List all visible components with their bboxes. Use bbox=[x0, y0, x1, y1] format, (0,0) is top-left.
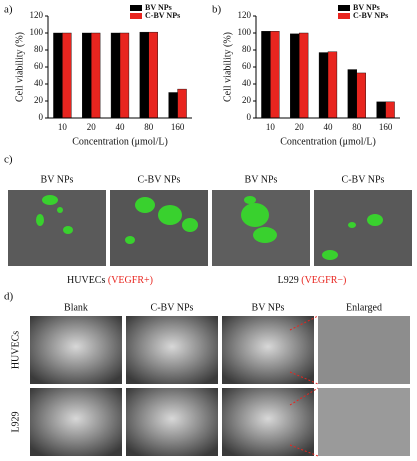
group-caption: HUVECs (VEGFR+) bbox=[67, 275, 153, 286]
y-tick-label: 100 bbox=[238, 27, 252, 37]
panel-label: a) bbox=[4, 4, 13, 16]
legend-label: BV NPs bbox=[353, 3, 380, 12]
bar bbox=[356, 72, 366, 119]
x-tick-label: 20 bbox=[295, 122, 305, 132]
y-tick-label: 80 bbox=[34, 44, 44, 54]
receptor: (VEGFR+) bbox=[108, 275, 153, 286]
x-tick-label: 10 bbox=[58, 122, 68, 132]
y-tick-label: 120 bbox=[30, 10, 44, 20]
x-tick-label: 40 bbox=[324, 122, 334, 132]
y-tick-label: 60 bbox=[242, 61, 252, 71]
column-header: Enlarged bbox=[346, 302, 382, 313]
bar bbox=[62, 32, 72, 119]
bar bbox=[290, 33, 300, 119]
y-tick-label: 80 bbox=[242, 44, 252, 54]
fluorescence-images bbox=[8, 190, 412, 266]
group-caption: L929 (VEGFR−) bbox=[278, 275, 347, 286]
bar bbox=[139, 31, 149, 119]
sem-images bbox=[30, 315, 410, 457]
x-tick-label: 160 bbox=[171, 122, 185, 132]
bar bbox=[347, 69, 358, 119]
panel-label: c) bbox=[4, 154, 13, 166]
y-tick-label: 20 bbox=[34, 95, 44, 105]
legend-swatch bbox=[338, 5, 350, 11]
legend-label: C-BV NPs bbox=[145, 11, 180, 20]
bar bbox=[110, 32, 121, 119]
legend-label: C-BV NPs bbox=[353, 11, 388, 20]
x-axis-label: Concentration (μmol/L) bbox=[72, 136, 168, 147]
y-tick-label: 60 bbox=[34, 61, 44, 71]
bar bbox=[82, 32, 92, 119]
bar bbox=[119, 32, 130, 119]
x-tick-label: 40 bbox=[116, 122, 126, 132]
bar bbox=[168, 92, 178, 119]
x-axis-label: Concentration (μmol/L) bbox=[280, 136, 376, 147]
bar bbox=[177, 88, 187, 119]
y-axis-label: Cell viability (%) bbox=[222, 32, 233, 102]
bar bbox=[148, 31, 158, 119]
y-tick-label: 120 bbox=[238, 10, 252, 20]
bar bbox=[261, 31, 271, 119]
panel-label: d) bbox=[4, 291, 14, 303]
legend-swatch bbox=[130, 5, 142, 11]
legend-swatch bbox=[130, 13, 142, 19]
x-tick-label: 80 bbox=[352, 122, 362, 132]
y-tick-label: 20 bbox=[242, 95, 252, 105]
bar bbox=[299, 32, 309, 119]
row-label: L929 bbox=[10, 411, 21, 432]
x-tick-label: 20 bbox=[87, 122, 97, 132]
panel-label: b) bbox=[212, 4, 222, 16]
column-header: Blank bbox=[64, 302, 88, 313]
column-header: C-BV NPs bbox=[138, 174, 181, 185]
legend-label: BV NPs bbox=[145, 3, 172, 12]
column-header: BV NPs bbox=[41, 174, 74, 185]
bar bbox=[376, 101, 386, 119]
cell-line: HUVECs bbox=[67, 275, 105, 286]
column-header: BV NPs bbox=[252, 302, 285, 313]
y-tick-label: 40 bbox=[242, 78, 252, 88]
x-tick-label: 10 bbox=[266, 122, 276, 132]
bar bbox=[327, 51, 338, 119]
x-tick-label: 80 bbox=[144, 122, 154, 132]
column-header: BV NPs bbox=[245, 174, 278, 185]
cell-line: L929 bbox=[278, 275, 299, 286]
column-header: C-BV NPs bbox=[342, 174, 385, 185]
bar bbox=[90, 32, 101, 119]
y-tick-label: 100 bbox=[30, 27, 44, 37]
bar bbox=[385, 101, 395, 119]
column-header: C-BV NPs bbox=[151, 302, 194, 313]
bar bbox=[53, 32, 63, 119]
legend-swatch bbox=[338, 13, 350, 19]
row-label: HUVECs bbox=[10, 331, 21, 369]
x-tick-label: 160 bbox=[379, 122, 393, 132]
bar bbox=[318, 52, 329, 119]
receptor: (VEGFR−) bbox=[301, 275, 346, 286]
y-tick-label: 0 bbox=[247, 112, 252, 122]
bar bbox=[270, 31, 280, 119]
y-tick-label: 0 bbox=[39, 112, 44, 122]
y-axis-label: Cell viability (%) bbox=[14, 32, 25, 102]
y-tick-label: 40 bbox=[34, 78, 44, 88]
